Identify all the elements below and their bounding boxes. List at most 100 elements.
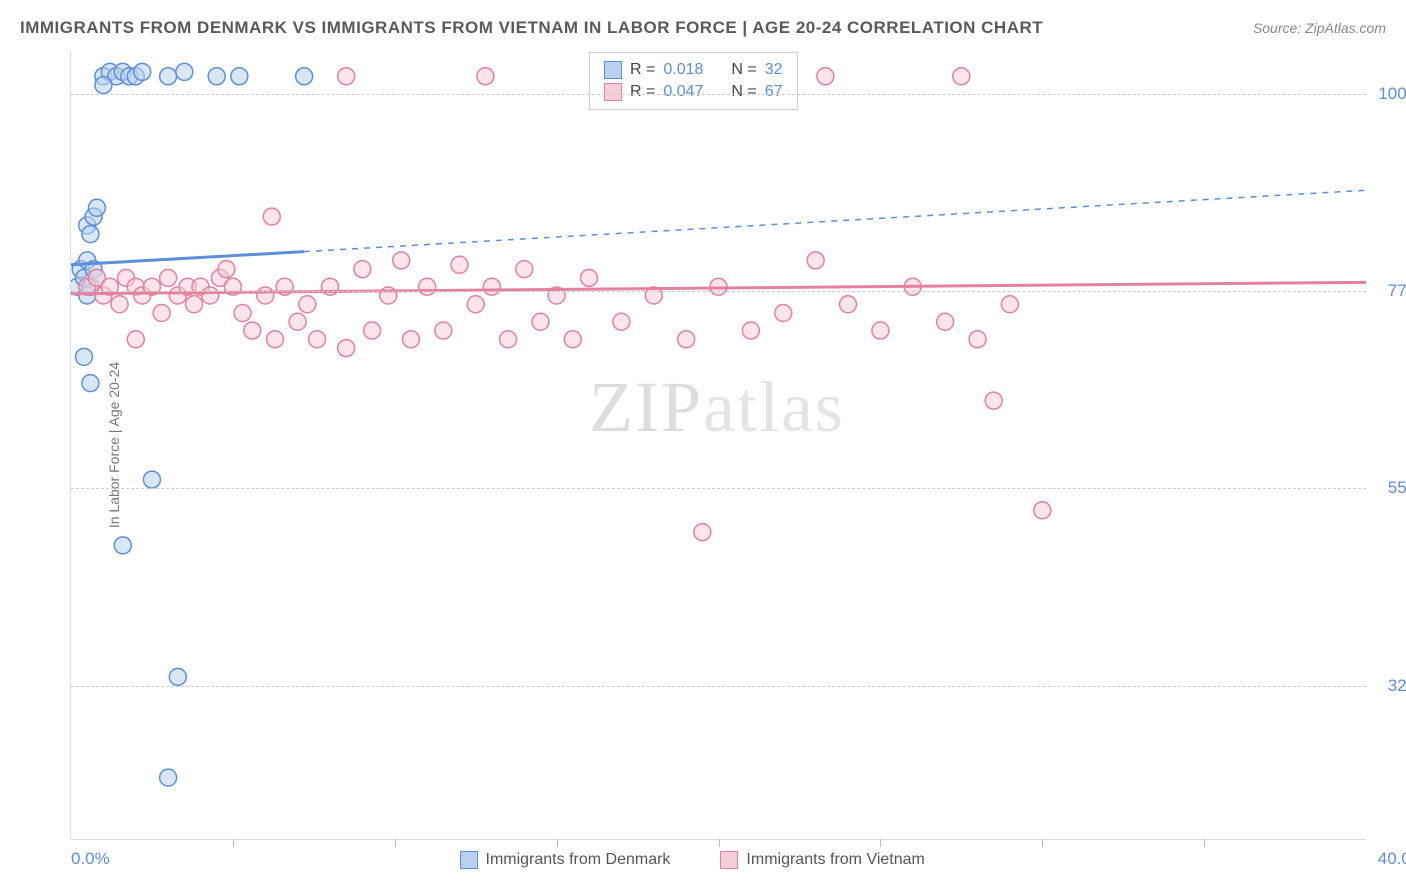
data-point — [153, 305, 170, 322]
data-point — [364, 322, 381, 339]
data-point — [1034, 502, 1051, 519]
x-tick-mark — [719, 839, 720, 847]
data-point — [1001, 296, 1018, 313]
data-point — [88, 199, 105, 216]
x-tick-mark — [233, 839, 234, 847]
data-point — [678, 331, 695, 348]
legend-swatch — [720, 851, 738, 869]
y-tick-label: 55.0% — [1388, 478, 1406, 498]
data-point — [564, 331, 581, 348]
legend-series-name: Immigrants from Vietnam — [746, 851, 924, 869]
data-point — [309, 331, 326, 348]
data-point — [160, 269, 177, 286]
legend-r-value: 0.047 — [663, 83, 703, 101]
legend-n-label: N = — [731, 61, 756, 79]
data-point — [266, 331, 283, 348]
data-point — [176, 63, 193, 80]
data-point — [296, 68, 313, 85]
data-point — [208, 68, 225, 85]
data-point — [532, 313, 549, 330]
y-tick-label: 100.0% — [1378, 84, 1406, 104]
data-point — [160, 68, 177, 85]
series-legend: Immigrants from Denmark Immigrants from V… — [460, 851, 925, 869]
data-point — [500, 331, 517, 348]
legend-swatch — [460, 851, 478, 869]
chart-plot-area: In Labor Force | Age 20-24 ZIPatlas R =0… — [70, 50, 1366, 840]
data-point — [402, 331, 419, 348]
data-point — [872, 322, 889, 339]
data-point — [218, 261, 235, 278]
data-point — [354, 261, 371, 278]
x-tick-mark — [557, 839, 558, 847]
legend-r-value: 0.018 — [663, 61, 703, 79]
correlation-legend: R = 0.018 N = 32 R = 0.047 N = 67 — [589, 52, 798, 110]
legend-swatch — [604, 61, 622, 79]
data-point — [263, 208, 280, 225]
data-point — [817, 68, 834, 85]
data-point — [234, 305, 251, 322]
data-point — [613, 313, 630, 330]
scatter-plot — [71, 50, 1366, 839]
data-point — [114, 537, 131, 554]
gridline — [71, 94, 1366, 95]
data-point — [467, 296, 484, 313]
data-point — [435, 322, 452, 339]
data-point — [807, 252, 824, 269]
gridline — [71, 291, 1366, 292]
y-tick-label: 77.5% — [1388, 281, 1406, 301]
data-point — [953, 68, 970, 85]
y-tick-label: 32.5% — [1388, 676, 1406, 696]
data-point — [581, 269, 598, 286]
legend-n-value: 67 — [765, 83, 783, 101]
x-tick-mark — [1204, 839, 1205, 847]
data-point — [160, 769, 177, 786]
chart-title: IMMIGRANTS FROM DENMARK VS IMMIGRANTS FR… — [20, 18, 1043, 38]
x-axis-max-label: 40.0% — [1378, 849, 1406, 869]
legend-n-label: N = — [731, 83, 756, 101]
x-tick-mark — [1042, 839, 1043, 847]
gridline — [71, 488, 1366, 489]
data-point — [419, 278, 436, 295]
data-point — [134, 63, 151, 80]
x-tick-mark — [880, 839, 881, 847]
data-point — [186, 296, 203, 313]
data-point — [451, 256, 468, 273]
trend-line — [71, 252, 304, 265]
legend-series: Immigrants from Vietnam — [720, 851, 924, 869]
data-point — [338, 68, 355, 85]
data-point — [393, 252, 410, 269]
data-point — [111, 296, 128, 313]
data-point — [289, 313, 306, 330]
data-point — [937, 313, 954, 330]
gridline — [71, 686, 1366, 687]
legend-n-value: 32 — [765, 61, 783, 79]
legend-series-name: Immigrants from Denmark — [486, 851, 671, 869]
source-attribution: Source: ZipAtlas.com — [1253, 20, 1386, 36]
data-point — [75, 348, 92, 365]
data-point — [82, 375, 99, 392]
data-point — [840, 296, 857, 313]
x-tick-mark — [395, 839, 396, 847]
data-point — [338, 340, 355, 357]
trend-line-extrapolated — [304, 190, 1366, 251]
data-point — [95, 77, 112, 94]
data-point — [257, 287, 274, 304]
data-point — [202, 287, 219, 304]
legend-r-label: R = — [630, 83, 655, 101]
legend-row: R = 0.047 N = 67 — [604, 81, 783, 103]
data-point — [483, 278, 500, 295]
data-point — [244, 322, 261, 339]
data-point — [694, 524, 711, 541]
legend-r-label: R = — [630, 61, 655, 79]
data-point — [985, 392, 1002, 409]
data-point — [143, 471, 160, 488]
data-point — [231, 68, 248, 85]
data-point — [169, 668, 186, 685]
data-point — [127, 331, 144, 348]
legend-swatch — [604, 83, 622, 101]
x-axis-min-label: 0.0% — [71, 849, 110, 869]
legend-row: R = 0.018 N = 32 — [604, 59, 783, 81]
legend-series: Immigrants from Denmark — [460, 851, 671, 869]
data-point — [477, 68, 494, 85]
data-point — [516, 261, 533, 278]
